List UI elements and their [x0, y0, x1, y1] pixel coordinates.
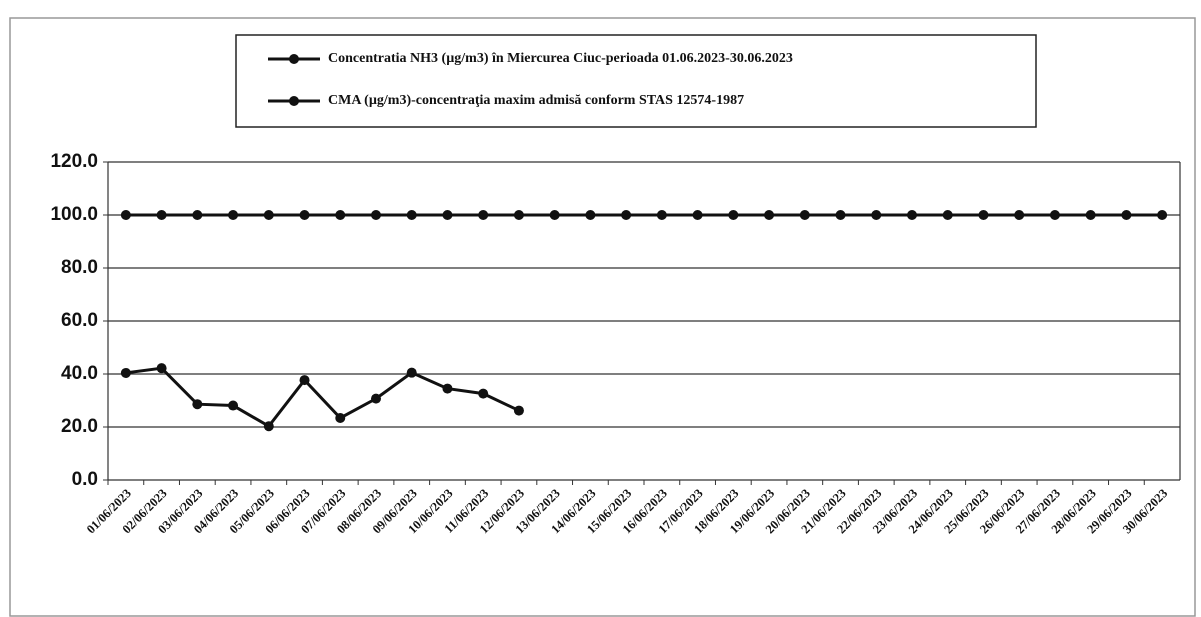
y-tick-label: 60.0 — [61, 310, 98, 331]
data-point — [656, 210, 667, 220]
data-point — [120, 210, 131, 220]
data-point — [371, 210, 381, 220]
data-point — [263, 210, 274, 220]
y-tick-label: 20.0 — [61, 416, 98, 437]
data-point — [728, 210, 739, 220]
data-point — [442, 210, 453, 220]
series-line — [125, 366, 520, 429]
data-point — [406, 367, 417, 378]
data-point — [228, 210, 239, 220]
data-point — [335, 412, 346, 423]
data-point — [1049, 210, 1060, 220]
legend-box — [235, 34, 1037, 128]
data-point — [799, 210, 810, 220]
data-point — [513, 210, 524, 220]
legend-marker — [289, 54, 299, 64]
data-point — [406, 210, 417, 220]
y-tick-label: 120.0 — [50, 151, 98, 172]
data-point — [907, 210, 917, 220]
data-point — [549, 210, 560, 220]
data-point — [871, 210, 882, 220]
data-point — [513, 405, 524, 416]
data-point — [192, 399, 203, 410]
y-tick-label: 80.0 — [61, 257, 98, 278]
data-point — [478, 210, 489, 220]
data-point — [156, 363, 167, 374]
data-point — [1121, 210, 1132, 220]
data-point — [442, 383, 453, 394]
data-point — [942, 210, 953, 220]
data-point — [585, 210, 596, 220]
data-point — [1157, 210, 1168, 220]
data-point — [120, 367, 131, 378]
data-point — [192, 210, 203, 220]
data-point — [371, 393, 381, 404]
data-point — [263, 421, 274, 432]
data-point — [978, 210, 989, 220]
data-point — [228, 400, 239, 411]
data-point — [835, 210, 846, 220]
data-point — [764, 210, 775, 220]
y-tick-label: 40.0 — [61, 363, 98, 384]
data-point — [156, 210, 167, 220]
legend-marker — [289, 96, 299, 106]
y-tick-label: 100.0 — [50, 204, 98, 225]
data-point — [621, 210, 632, 220]
legend-label: Concentratia NH3 (µg/m3) în Miercurea Ci… — [328, 51, 793, 66]
data-point — [692, 210, 703, 220]
data-point — [1014, 210, 1025, 220]
chart-frame — [9, 17, 1196, 617]
legend-label: CMA (µg/m3)-concentraţia maxim admisă co… — [328, 93, 744, 108]
data-point — [299, 210, 310, 220]
data-point — [1085, 210, 1096, 220]
y-tick-label: 0.0 — [72, 469, 98, 490]
data-point — [299, 375, 310, 386]
data-point — [335, 210, 346, 220]
data-point — [478, 388, 489, 399]
